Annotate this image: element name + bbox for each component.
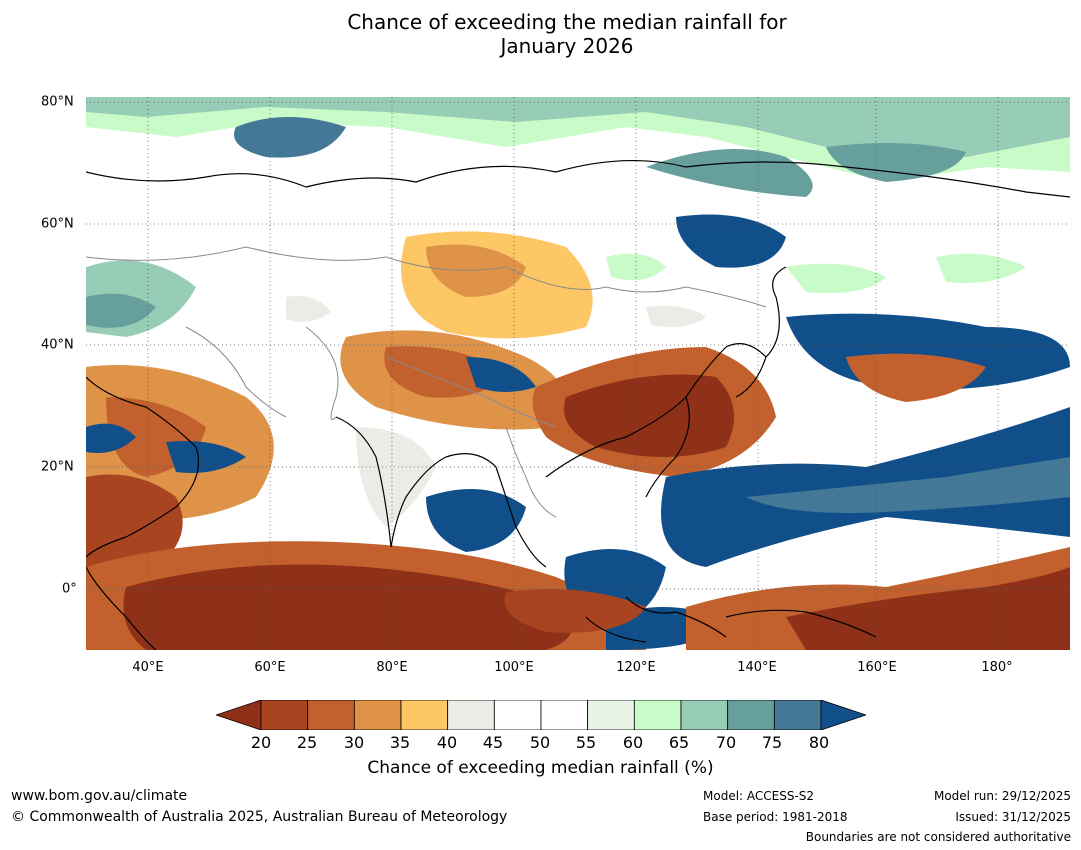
lat-label-80n: 80°N: [41, 94, 74, 110]
colorbar-segment: [307, 699, 355, 731]
lon-label-180: 180°: [981, 660, 1013, 675]
lat-label-60n: 60°N: [41, 216, 74, 232]
colorbar-tick: 55: [575, 733, 597, 752]
colorbar-arrow-high: [820, 699, 868, 731]
rainfall-map: [86, 97, 1070, 650]
colorbar-segment: [680, 699, 729, 731]
lon-label-140e: 140°E: [737, 660, 777, 675]
title-line-2: January 2026: [500, 34, 634, 58]
colorbar-segment: [727, 699, 775, 731]
colorbar-tick: 50: [529, 733, 551, 752]
model-run-date: Model run: 29/12/2025: [933, 789, 1071, 803]
colorbar-tick: 30: [343, 733, 365, 752]
map-title: Chance of exceeding the median rainfall …: [0, 10, 1081, 58]
lat-label-40n: 40°N: [41, 337, 74, 353]
boundaries-disclaimer: Boundaries are not considered authoritat…: [805, 830, 1071, 844]
base-period: Base period: 1981-2018: [703, 810, 848, 824]
coastlines: [86, 159, 1070, 650]
colorbar-segment: [260, 699, 309, 731]
lon-label-40e: 40°E: [132, 660, 164, 675]
title-line-1: Chance of exceeding the median rainfall …: [347, 10, 787, 34]
colorbar-tick: 70: [715, 733, 737, 752]
colorbar-tick: 65: [668, 733, 690, 752]
lon-label-60e: 60°E: [254, 660, 286, 675]
lon-label-120e: 120°E: [616, 660, 656, 675]
colorbar-tick: 20: [250, 733, 272, 752]
colorbar-tick: 40: [436, 733, 458, 752]
colorbar-tick: 60: [622, 733, 644, 752]
colorbar-segment: [587, 699, 635, 731]
colorbar: [214, 699, 868, 731]
colorbar-arrow-low: [214, 699, 262, 731]
colorbar-segment: [353, 699, 402, 731]
lat-label-20n: 20°N: [41, 459, 74, 475]
colorbar-tick: 25: [296, 733, 318, 752]
copyright-text: © Commonwealth of Australia 2025, Austra…: [11, 809, 508, 825]
map-canvas: [86, 97, 1070, 650]
lat-label-0: 0°: [62, 581, 77, 597]
website-link[interactable]: www.bom.gov.au/climate: [11, 788, 188, 804]
colorbar-tick: 45: [482, 733, 504, 752]
colorbar-tick: 80: [808, 733, 830, 752]
colorbar-tick: 35: [389, 733, 411, 752]
colorbar-segment: [633, 699, 682, 731]
lon-label-80e: 80°E: [376, 660, 408, 675]
rainfall-shading: [86, 97, 1070, 650]
colorbar-segment: [773, 699, 822, 731]
colorbar-tick: 75: [761, 733, 783, 752]
lon-label-160e: 160°E: [857, 660, 897, 675]
colorbar-label: Chance of exceeding median rainfall (%): [367, 758, 714, 778]
colorbar-segment: [493, 699, 542, 731]
colorbar-segment: [540, 699, 589, 731]
graticule: [86, 97, 1070, 650]
colorbar-graphic: [214, 699, 868, 731]
colorbar-segment: [400, 699, 449, 731]
lon-label-100e: 100°E: [494, 660, 534, 675]
issued-date: Issued: 31/12/2025: [955, 810, 1071, 824]
model-name: Model: ACCESS-S2: [703, 789, 815, 803]
colorbar-segment: [447, 699, 495, 731]
country-boundaries: [86, 246, 767, 518]
